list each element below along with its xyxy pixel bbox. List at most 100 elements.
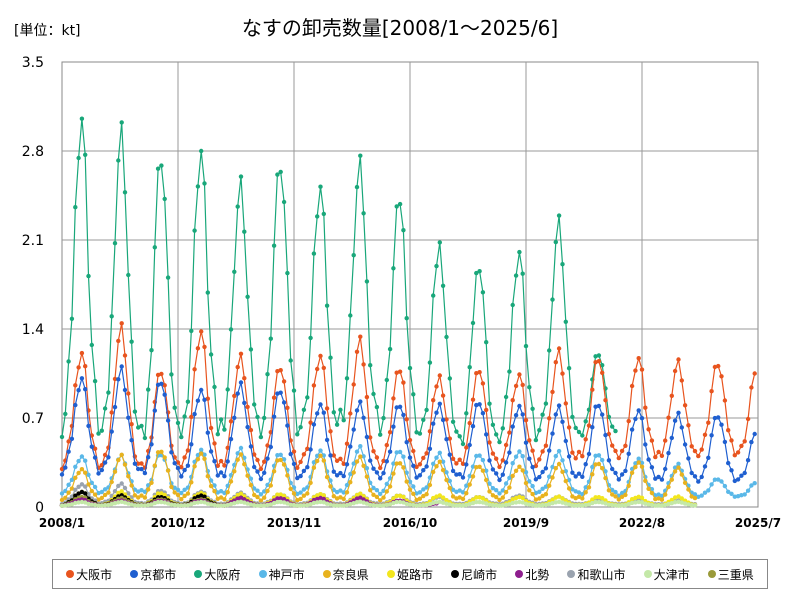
series-大津市-point — [437, 499, 442, 504]
series-大津市-point — [165, 501, 171, 506]
series-京都市-point — [686, 456, 691, 461]
unit-label: [単位：kt] — [14, 23, 81, 39]
series-奈良県-point — [477, 464, 482, 469]
series-大津市-point — [208, 502, 214, 507]
series-大阪市-point — [175, 460, 181, 465]
series-大阪府-point — [613, 428, 618, 434]
series-大阪府-point — [162, 196, 167, 202]
series-大阪府-point — [460, 441, 466, 447]
series-大阪市-point — [417, 462, 423, 467]
series-京都市-point — [663, 466, 668, 472]
series-神戸市-point — [656, 492, 661, 497]
series-奈良県-point — [507, 485, 512, 490]
series-大津市-point — [354, 500, 360, 505]
series-大阪市-point — [729, 438, 734, 443]
series-大阪市-point — [404, 417, 409, 422]
series-大阪府-point — [523, 343, 529, 349]
legend-label: 奈良県 — [332, 567, 369, 582]
series-大阪府-point — [238, 174, 244, 179]
series-大阪市-point — [255, 457, 260, 463]
series-奈良県-point — [252, 492, 257, 498]
series-奈良県-point — [96, 497, 101, 502]
series-大阪府-point — [378, 432, 383, 437]
series-京都市-point — [106, 455, 111, 460]
series-大津市-point — [311, 500, 317, 506]
series-奈良県-point — [646, 486, 651, 491]
series-大津市-point — [427, 502, 433, 507]
series-神戸市-point — [543, 484, 549, 489]
series-神戸市-point — [600, 457, 605, 463]
series-神戸市-point — [474, 453, 479, 459]
series-大阪市-point — [444, 417, 449, 422]
series-大阪市-point — [155, 372, 161, 378]
series-大阪府-point — [245, 294, 250, 299]
series-奈良県-point — [440, 467, 446, 473]
series-京都市-point — [311, 422, 317, 427]
series-奈良県-point — [232, 469, 237, 474]
series-京都市-point — [192, 411, 197, 417]
series-京都市-point — [606, 458, 612, 463]
series-大津市-point — [195, 500, 201, 505]
series-神戸市-point — [719, 479, 724, 484]
series-京都市-point — [364, 434, 370, 440]
series-京都市-point — [440, 417, 446, 423]
series-大阪市-point — [523, 418, 529, 423]
series-京都市-point — [76, 388, 81, 393]
series-神戸市-point — [411, 484, 416, 489]
series-大津市-point — [672, 500, 678, 505]
series-京都市-point — [417, 473, 423, 478]
series-姫路市-point — [281, 493, 287, 499]
series-大津市-point — [623, 503, 628, 508]
series-大阪府-point — [92, 378, 98, 384]
series-大阪市-point — [252, 452, 257, 457]
series-奈良県-point — [404, 479, 409, 484]
series-大津市-point — [603, 501, 608, 506]
series-大津市-point — [401, 500, 406, 505]
series-大阪市-point — [464, 445, 469, 450]
series-奈良県-point — [311, 465, 317, 470]
series-大津市-point — [600, 500, 605, 505]
series-大阪市-point — [490, 451, 496, 456]
series-大津市-point — [175, 503, 181, 508]
series-大津市-point — [66, 502, 71, 507]
series-奈良県-point — [301, 493, 307, 498]
series-京都市-point — [305, 465, 310, 470]
series-大阪市-point — [324, 406, 330, 411]
series-大津市-point — [692, 503, 698, 508]
series-大阪府-point — [580, 433, 585, 438]
series-尼崎市-point — [195, 494, 201, 499]
series-神戸市-point — [477, 453, 482, 458]
series-奈良県-point — [424, 492, 429, 497]
series-京都市-point — [212, 459, 217, 464]
series-京都市-point — [444, 437, 449, 442]
series-大津市-point — [248, 502, 254, 507]
series-神戸市-point — [252, 486, 257, 491]
series-大阪市-point — [619, 448, 625, 454]
series-大阪府-point — [530, 406, 535, 411]
series-大阪市-point — [735, 450, 741, 455]
series-奈良県-point — [109, 479, 114, 485]
series-和歌山市-point — [79, 482, 85, 487]
series-大阪市-point — [228, 419, 234, 424]
series-大阪府-point — [437, 240, 442, 245]
series-大阪府-point — [258, 434, 264, 440]
series-大阪市-point — [550, 389, 555, 395]
series-大阪市-point — [447, 436, 452, 441]
series-姫路市-point — [474, 495, 479, 500]
series-大津市-point — [663, 502, 668, 508]
series-奈良県-point — [348, 480, 353, 485]
series-神戸市-point — [610, 487, 615, 493]
series-神戸市-point — [560, 458, 565, 463]
series-奈良県-point — [394, 461, 399, 466]
series-奈良県-point — [573, 496, 578, 501]
series-神戸市-point — [722, 483, 728, 489]
series-神戸市-point — [709, 482, 714, 487]
series-京都市-point — [649, 465, 655, 470]
series-北勢-point — [361, 497, 366, 502]
series-奈良県-point — [262, 495, 267, 500]
series-京都市-point — [447, 452, 452, 457]
series-京都市-point — [487, 458, 492, 463]
series-大津市-point — [566, 502, 572, 507]
series-京都市-point — [139, 466, 144, 472]
series-神戸市-point — [749, 483, 754, 488]
